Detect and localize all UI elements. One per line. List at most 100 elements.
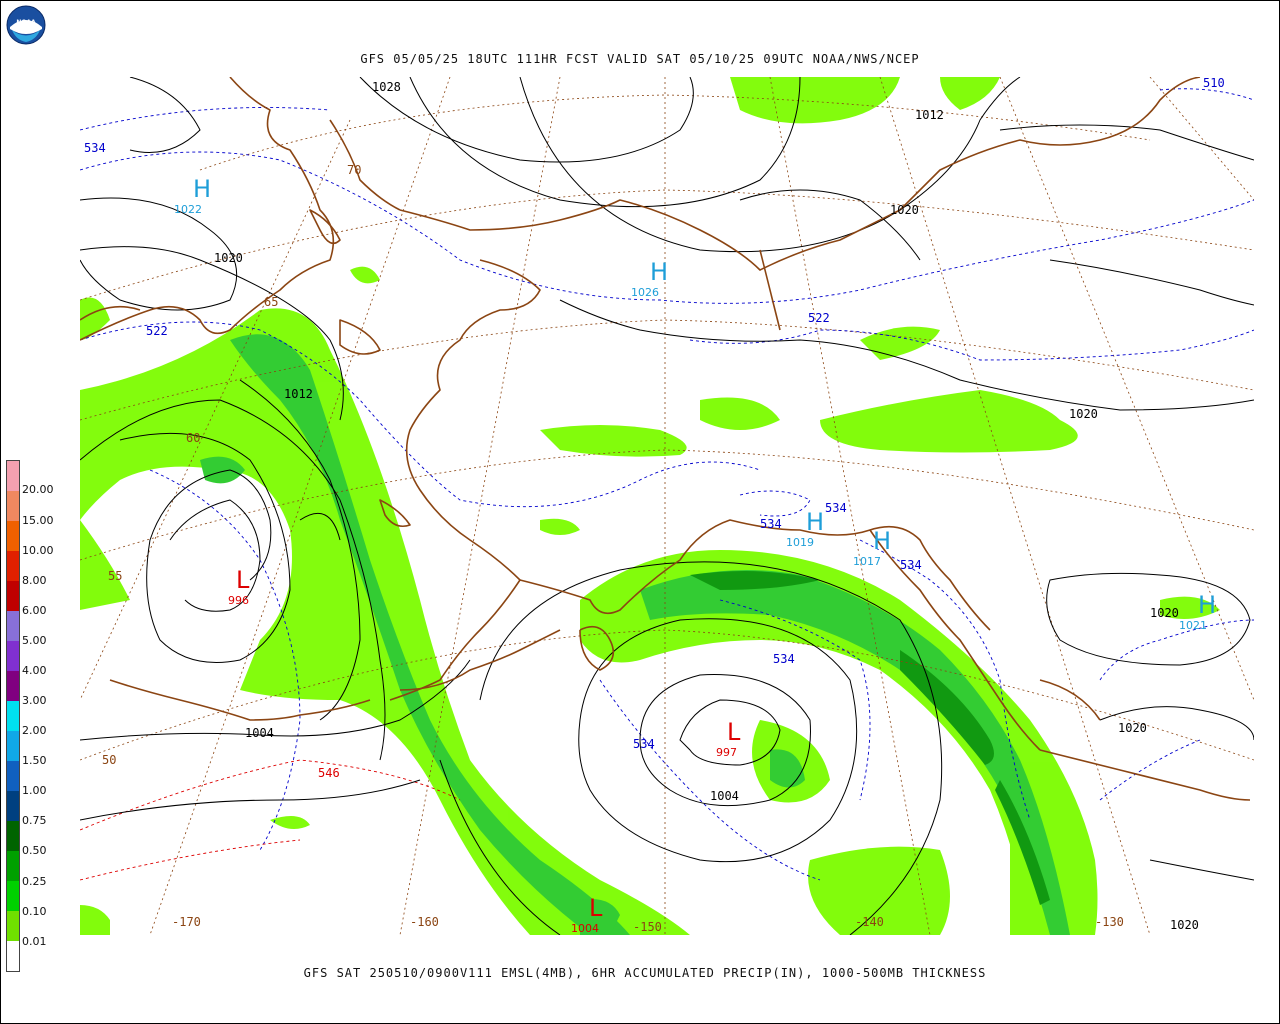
precip-heavy-areas xyxy=(690,571,1050,905)
low-center: L 996 xyxy=(228,566,250,607)
legend-swatch xyxy=(7,821,19,851)
isobar-label: 1020 xyxy=(214,251,243,265)
isobar-label: 1020 xyxy=(890,203,919,217)
legend-swatch xyxy=(7,731,19,761)
legend-swatch xyxy=(7,611,19,641)
isobar-label: 1020 xyxy=(1170,918,1199,932)
thickness-label: 522 xyxy=(808,311,830,325)
high-center: H 1022 xyxy=(174,175,211,216)
thickness-label: 534 xyxy=(773,652,795,666)
legend-swatch xyxy=(7,701,19,731)
grid-label: -170 xyxy=(172,915,201,929)
low-symbol: L xyxy=(589,894,603,922)
legend-label: 5.00 xyxy=(22,634,47,647)
precip-legend xyxy=(6,460,20,972)
legend-label: 1.50 xyxy=(22,754,47,767)
isobar-label: 1004 xyxy=(710,789,739,803)
low-center: L 1004 xyxy=(571,894,603,935)
legend-label: 6.00 xyxy=(22,604,47,617)
legend-swatch xyxy=(7,941,19,971)
grid-label: 60 xyxy=(186,431,200,445)
legend-swatch xyxy=(7,521,19,551)
thickness-labels: 534 522 522 510 534 534 534 534 534 546 xyxy=(84,77,1225,780)
legend-label: 0.25 xyxy=(22,875,47,888)
legend-swatch xyxy=(7,881,19,911)
thickness-label: 534 xyxy=(900,558,922,572)
thickness-label: 522 xyxy=(146,324,168,338)
noaa-logo: NOAA xyxy=(6,5,46,45)
legend-swatch xyxy=(7,791,19,821)
legend-swatch xyxy=(7,551,19,581)
thickness-warm-contours xyxy=(80,759,461,881)
legend-label: 1.00 xyxy=(22,784,47,797)
isobar-label: 1020 xyxy=(1118,721,1147,735)
high-symbol: H xyxy=(1198,591,1216,619)
thickness-contours xyxy=(80,88,1254,881)
legend-label: 8.00 xyxy=(22,574,47,587)
low-value: 997 xyxy=(716,746,737,759)
pressure-centers: H 1022 H 1026 H 1019 H 1017 H 1021 L 996 xyxy=(174,175,1216,935)
legend-label: 0.75 xyxy=(22,814,47,827)
high-symbol: H xyxy=(806,508,824,536)
thickness-label: 534 xyxy=(825,501,847,515)
precip-light-areas xyxy=(80,77,1220,935)
legend-label: 15.00 xyxy=(22,514,54,527)
legend-label: 0.50 xyxy=(22,844,47,857)
high-center: H 1021 xyxy=(1179,591,1216,632)
isobar-label: 1012 xyxy=(284,387,313,401)
low-value: 1004 xyxy=(571,922,599,935)
high-value: 1017 xyxy=(853,555,881,568)
legend-swatch xyxy=(7,491,19,521)
chart-footer: GFS SAT 250510/0900V111 EMSL(4MB), 6HR A… xyxy=(303,966,987,980)
grid-labels: -170 -160 -150 -140 -130 50 55 60 65 70 xyxy=(102,163,1124,934)
legend-swatch xyxy=(7,911,19,941)
isobars xyxy=(80,77,1254,935)
grid-label: 70 xyxy=(347,163,361,177)
isobar-label: 1020 xyxy=(1150,606,1179,620)
high-value: 1022 xyxy=(174,203,202,216)
low-symbol: L xyxy=(727,718,741,746)
legend-swatch xyxy=(7,761,19,791)
legend-swatch xyxy=(7,851,19,881)
legend-label: 10.00 xyxy=(22,544,54,557)
grid-label: 50 xyxy=(102,753,116,767)
chart-title: GFS 05/05/25 18UTC 111HR FCST VALID SAT … xyxy=(360,52,920,66)
legend-label: 20.00 xyxy=(22,483,54,496)
legend-swatch xyxy=(7,461,19,491)
thickness-label: 534 xyxy=(760,517,782,531)
thickness-label: 510 xyxy=(1203,77,1225,90)
high-symbol: H xyxy=(650,258,668,286)
isobar-labels: 1028 1012 1020 1020 1012 1020 1020 1020 … xyxy=(214,80,1199,932)
coastlines xyxy=(80,77,1251,801)
legend-swatch xyxy=(7,581,19,611)
grid-label: -160 xyxy=(410,915,439,929)
high-symbol: H xyxy=(873,527,891,555)
high-center: H 1017 xyxy=(853,527,891,568)
isobar-label: 1020 xyxy=(1069,407,1098,421)
grid-label: 65 xyxy=(264,295,278,309)
high-value: 1021 xyxy=(1179,619,1207,632)
high-symbol: H xyxy=(193,175,211,203)
legend-label: 2.00 xyxy=(22,724,47,737)
thickness-label: 534 xyxy=(84,141,106,155)
low-value: 996 xyxy=(228,594,249,607)
low-center: L 997 xyxy=(716,718,741,759)
isobar-label: 1028 xyxy=(372,80,401,94)
legend-swatch xyxy=(7,671,19,701)
high-center: H 1026 xyxy=(631,258,668,299)
grid-label: 55 xyxy=(108,569,122,583)
legend-label: 0.01 xyxy=(22,935,47,948)
grid-label: -140 xyxy=(855,915,884,929)
high-value: 1019 xyxy=(786,536,814,549)
legend-label: 0.10 xyxy=(22,905,47,918)
legend-label: 3.00 xyxy=(22,694,47,707)
logo-text: NOAA xyxy=(16,19,36,26)
legend-label: 4.00 xyxy=(22,664,47,677)
high-center: H 1019 xyxy=(786,508,824,549)
isobar-label: 1012 xyxy=(915,108,944,122)
grid-label: -130 xyxy=(1095,915,1124,929)
isobar-label: 1004 xyxy=(245,726,274,740)
legend-swatch xyxy=(7,641,19,671)
thickness-label: 534 xyxy=(633,737,655,751)
weather-map: 1028 1012 1020 1020 1012 1020 1020 1020 … xyxy=(80,77,1254,935)
